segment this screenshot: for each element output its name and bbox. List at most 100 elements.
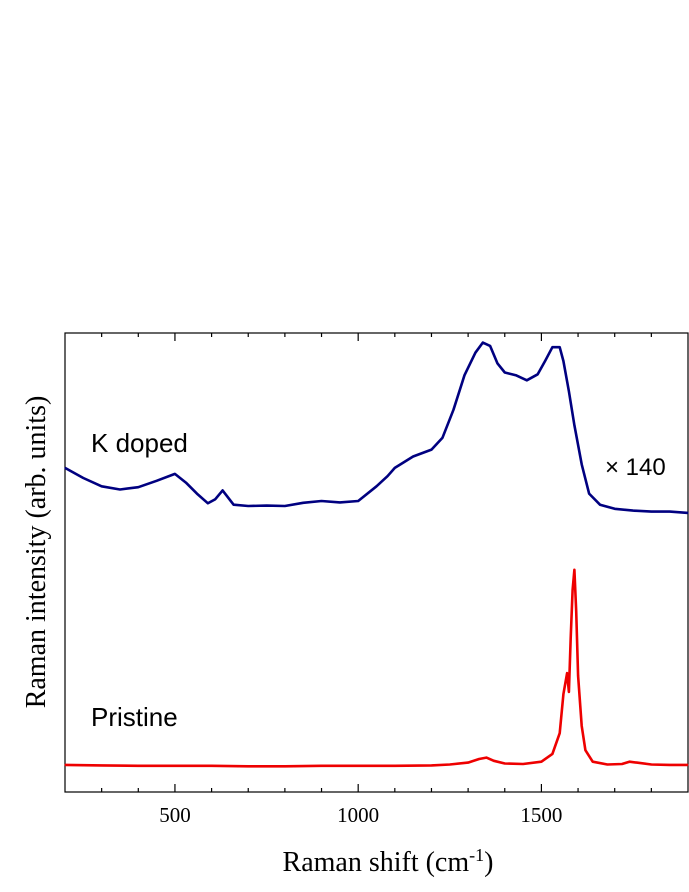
series-pristine bbox=[64, 568, 689, 768]
data-point bbox=[174, 765, 176, 767]
data-point bbox=[628, 761, 631, 763]
data-point bbox=[577, 675, 579, 677]
data-point bbox=[266, 505, 268, 507]
series-line bbox=[64, 568, 688, 768]
data-point bbox=[394, 765, 396, 767]
data-point bbox=[207, 502, 209, 504]
series-layer bbox=[64, 341, 689, 768]
data-point bbox=[570, 637, 572, 639]
series-line bbox=[64, 341, 689, 515]
data-point bbox=[537, 373, 539, 375]
pristine-label: Pristine bbox=[91, 702, 178, 732]
data-point bbox=[320, 765, 323, 767]
data-point bbox=[478, 758, 480, 760]
tick-marks bbox=[101, 333, 652, 792]
data-point bbox=[222, 489, 224, 491]
data-point bbox=[568, 691, 570, 693]
data-point bbox=[559, 732, 561, 734]
data-point bbox=[687, 512, 689, 514]
data-point bbox=[614, 508, 616, 510]
data-point bbox=[562, 693, 565, 695]
data-point bbox=[233, 504, 235, 506]
x-tick-label-1500: 1500 bbox=[520, 803, 562, 827]
plot-area: 500 1000 1500 bbox=[64, 332, 689, 827]
data-point bbox=[430, 449, 433, 451]
data-point bbox=[581, 725, 583, 727]
data-point bbox=[606, 763, 609, 766]
data-point bbox=[485, 757, 487, 759]
data-point bbox=[573, 569, 576, 571]
x-tick-labels: 500 1000 1500 bbox=[159, 803, 562, 827]
data-point bbox=[575, 610, 577, 612]
data-point bbox=[430, 764, 433, 767]
data-point bbox=[522, 763, 524, 765]
data-point bbox=[394, 467, 396, 469]
data-point bbox=[101, 485, 103, 487]
series-k-doped bbox=[64, 341, 689, 515]
x-axis-title-close: ) bbox=[484, 847, 493, 878]
data-point bbox=[467, 762, 469, 764]
y-axis-title: Raman intensity (arb. units) bbox=[21, 396, 52, 709]
data-point bbox=[357, 500, 359, 502]
data-point bbox=[302, 502, 304, 504]
data-point bbox=[540, 761, 543, 763]
data-point bbox=[559, 346, 561, 348]
data-point bbox=[174, 473, 176, 475]
data-point bbox=[247, 765, 249, 767]
data-point bbox=[504, 371, 506, 374]
data-point bbox=[185, 482, 187, 484]
plot-frame bbox=[64, 332, 689, 793]
data-point bbox=[650, 511, 653, 513]
x-axis-title-main: Raman shift (cm bbox=[283, 847, 470, 878]
k-doped-label: K doped bbox=[91, 428, 188, 458]
data-point bbox=[650, 763, 653, 766]
data-point bbox=[247, 505, 249, 507]
data-point bbox=[449, 763, 451, 766]
data-point bbox=[339, 501, 341, 503]
data-point bbox=[211, 765, 213, 767]
data-point bbox=[156, 480, 158, 482]
data-point bbox=[463, 374, 466, 376]
data-point bbox=[284, 765, 286, 767]
data-point bbox=[584, 749, 587, 751]
data-point bbox=[504, 762, 506, 765]
x-axis-title-sup: -1 bbox=[469, 845, 484, 865]
data-point bbox=[669, 511, 671, 513]
data-point bbox=[544, 360, 546, 362]
data-point bbox=[636, 762, 638, 764]
data-point bbox=[482, 342, 484, 344]
data-point bbox=[137, 486, 139, 488]
data-point bbox=[357, 765, 359, 767]
data-point bbox=[493, 760, 495, 762]
data-point bbox=[526, 379, 528, 381]
data-point bbox=[320, 500, 323, 502]
data-point bbox=[284, 505, 286, 507]
data-point bbox=[572, 589, 574, 591]
data-point bbox=[375, 485, 378, 487]
data-point bbox=[196, 493, 198, 495]
data-point bbox=[566, 672, 568, 674]
data-point bbox=[562, 360, 565, 362]
data-point bbox=[474, 352, 476, 354]
data-point bbox=[214, 498, 216, 500]
data-point bbox=[412, 455, 414, 458]
data-point bbox=[669, 764, 671, 766]
data-point bbox=[515, 374, 517, 376]
data-point bbox=[592, 761, 594, 763]
scale-factor-label: × 140 bbox=[605, 454, 666, 481]
data-point bbox=[452, 409, 455, 411]
data-point bbox=[687, 764, 689, 766]
data-point bbox=[137, 765, 139, 767]
data-point bbox=[386, 475, 389, 477]
x-tick-label-1000: 1000 bbox=[337, 803, 379, 827]
data-point bbox=[101, 764, 103, 767]
data-point bbox=[568, 390, 570, 392]
data-point bbox=[621, 763, 623, 765]
data-point bbox=[64, 764, 66, 766]
data-point bbox=[599, 504, 601, 506]
data-point bbox=[119, 488, 121, 491]
data-point bbox=[64, 467, 66, 469]
data-point bbox=[496, 362, 498, 364]
data-point bbox=[489, 345, 491, 347]
